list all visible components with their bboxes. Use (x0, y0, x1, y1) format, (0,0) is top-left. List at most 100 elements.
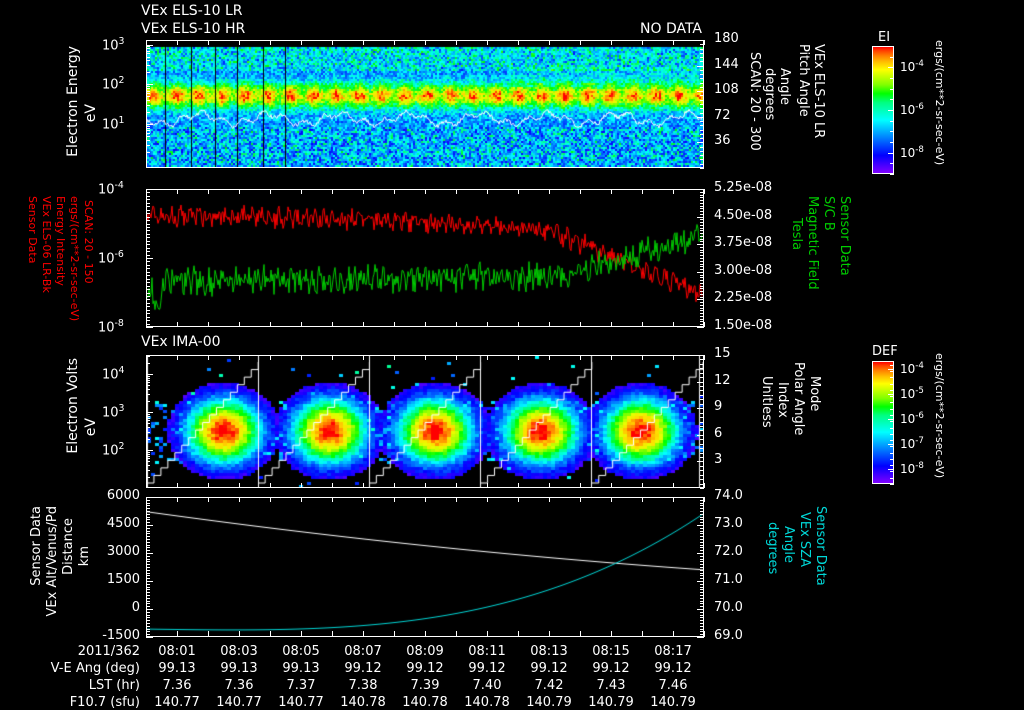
panel4-left-label-sensordata: Sensor Data (29, 506, 44, 586)
panel3-colorbar-tick-label: 10-5 (900, 386, 924, 401)
panel2-right-label-scb: S/C B (821, 196, 836, 231)
panel2-ytick-label: 10-8 (98, 318, 124, 336)
panel3-colorbar-title: DEF (872, 344, 898, 359)
panel2-right-tick-label: 5.25e-08 (714, 180, 773, 195)
panel4-left-label-distance: Distance (61, 518, 76, 575)
panel1-right-tick-label: 72 (714, 108, 731, 123)
panel4-ytick-label: 0 (131, 600, 140, 615)
panel3-right-label-polarangle: Polar Angle (791, 362, 806, 436)
bottom-cell: 99.12 (654, 661, 692, 676)
bottom-cell: 08:05 (282, 644, 320, 659)
panel3-right-label-unitless: Unitless (759, 376, 774, 428)
bottom-cell: 08:17 (654, 644, 692, 659)
panel3-colorbar-unit: ergs/(cm**2-sr-sec-eV) (933, 353, 946, 479)
bottom-cell: 08:09 (406, 644, 444, 659)
bottom-cell: 7.42 (534, 678, 564, 693)
panel1-yaxis-unit: eV (83, 104, 99, 123)
bottom-cell: 99.12 (530, 661, 568, 676)
panel2-right-tick-label: 2.25e-08 (714, 290, 773, 305)
bottom-cell: 140.77 (154, 695, 200, 710)
panel1-right-tick-label: 36 (714, 133, 731, 148)
panel2-right-tick-label: 3.75e-08 (714, 235, 773, 250)
panel4-ytick-label: 1500 (106, 572, 140, 587)
bottom-cell: 140.79 (650, 695, 696, 710)
panel2-left-label-unit: ergs/(cm**2-sr-sec-eV) (68, 196, 81, 322)
bottom-cell: 7.37 (286, 678, 316, 693)
panel1-nodata-label: NO DATA (640, 21, 703, 37)
panel3-yaxis-unit: eV (83, 418, 99, 437)
bottom-cell: 99.12 (592, 661, 630, 676)
panel1-right-label-degrees: degrees (762, 68, 777, 121)
panel1-colorbar-tick-label: 10-8 (900, 145, 924, 160)
bottom-cell: 7.43 (596, 678, 626, 693)
bottom-cell: 08:11 (468, 644, 506, 659)
panel2-right-tick-label: 1.50e-08 (714, 318, 773, 333)
bottom-row-label: LST (hr) (88, 678, 140, 693)
panel4-right-label-sensordata: Sensor Data (813, 506, 828, 586)
bottom-cell: 08:13 (530, 644, 568, 659)
panel4-right-tick-label: 69.0 (714, 628, 743, 643)
panel1-right-tick-label: 144 (714, 57, 739, 72)
panel4-plot-area (146, 497, 704, 637)
bottom-cell: 140.78 (464, 695, 510, 710)
bottom-cell: 99.13 (282, 661, 320, 676)
panel1-ytick-label: 101 (102, 115, 125, 133)
panel3-right-tick-label: 12 (714, 373, 731, 388)
panel3-colorbar-tick-label: 10-8 (900, 461, 924, 476)
panel4-ytick-label: 4500 (106, 516, 140, 531)
bottom-cell: 140.79 (588, 695, 634, 710)
bottom-cell: 99.12 (468, 661, 506, 676)
panel1-right-tick-label: 180 (714, 31, 739, 46)
panel3-colorbar-tick-label: 10-4 (900, 361, 924, 376)
panel3-title: VEx IMA-00 (141, 334, 221, 350)
panel4-right-label-sza: VEx SZA (797, 512, 812, 567)
bottom-cell: 08:07 (344, 644, 382, 659)
panel1-colorbar-unit: ergs/(cm**2-sr-sec-eV) (933, 40, 946, 166)
panel1-ytick-label: 103 (102, 36, 125, 54)
panel2-left-label-quantity: Energy Intensity (54, 196, 67, 286)
panel2-left-label-scan: SCAN: 20 - 150 (82, 200, 95, 284)
panel2-ytick-label: 10-4 (98, 180, 124, 198)
bottom-cell: 08:01 (158, 644, 196, 659)
bottom-row-label: V-E Ang (deg) (50, 661, 140, 676)
panel2-right-tick-label: 3.00e-08 (714, 263, 773, 278)
panel1-colorbar-tick-label: 10-4 (900, 59, 924, 74)
bottom-cell: 99.12 (344, 661, 382, 676)
bottom-cell: 7.39 (410, 678, 440, 693)
panel3-ytick-label: 102 (102, 441, 125, 459)
panel2-ytick-label: 10-6 (98, 249, 124, 267)
panel4-ytick-label: -1500 (102, 628, 140, 643)
bottom-cell: 08:03 (220, 644, 258, 659)
panel1-right-label-pitch: Pitch Angle (796, 44, 811, 117)
bottom-cell: 140.77 (216, 695, 262, 710)
panel1-colorbar-tick-label: 10-6 (900, 102, 924, 117)
panel3-right-tick-label: 9 (714, 399, 723, 414)
panel4-ytick-label: 6000 (106, 488, 140, 503)
panel2-right-label-sensordata: Sensor Data (837, 196, 852, 276)
panel3-right-label-mode: Mode (807, 376, 822, 412)
panel3-ytick-label: 103 (102, 403, 125, 421)
panel1-right-label-angle: Angle (777, 68, 792, 105)
panel1-colorbar-title: EI (878, 30, 891, 45)
bottom-cell: 7.40 (472, 678, 502, 693)
bottom-cell: 7.38 (348, 678, 378, 693)
panel3-right-tick-label: 3 (714, 452, 723, 467)
panel4-left-label-quantity: VEx Alt/Venus/Pd (45, 506, 60, 617)
bottom-cell: 08:15 (592, 644, 630, 659)
bottom-row-label: 2011/362 (77, 644, 140, 659)
panel1-right-tick-label: 108 (714, 82, 739, 97)
panel3-yaxis-label: Electron Volts (65, 358, 81, 454)
panel2-right-label-tesla: Tesla (789, 218, 804, 251)
panel3-right-label-index: Index (775, 382, 790, 418)
panel3-right-tick-label: 15 (714, 346, 731, 361)
panel1-title-hr: VEx ELS-10 HR (141, 21, 246, 37)
panel1-right-label-scan: SCAN: 20 - 300 (747, 52, 762, 151)
panel3-colorbar-tick-label: 10-7 (900, 436, 924, 451)
bottom-cell: 99.13 (158, 661, 196, 676)
panel1-ytick-label: 102 (102, 75, 125, 93)
panel2-left-label-instrument: VEx ELS-06 LR-Bk (40, 196, 53, 293)
panel2-right-tick-label: 4.50e-08 (714, 208, 773, 223)
panel4-ytick-label: 3000 (106, 544, 140, 559)
bottom-cell: 140.78 (402, 695, 448, 710)
